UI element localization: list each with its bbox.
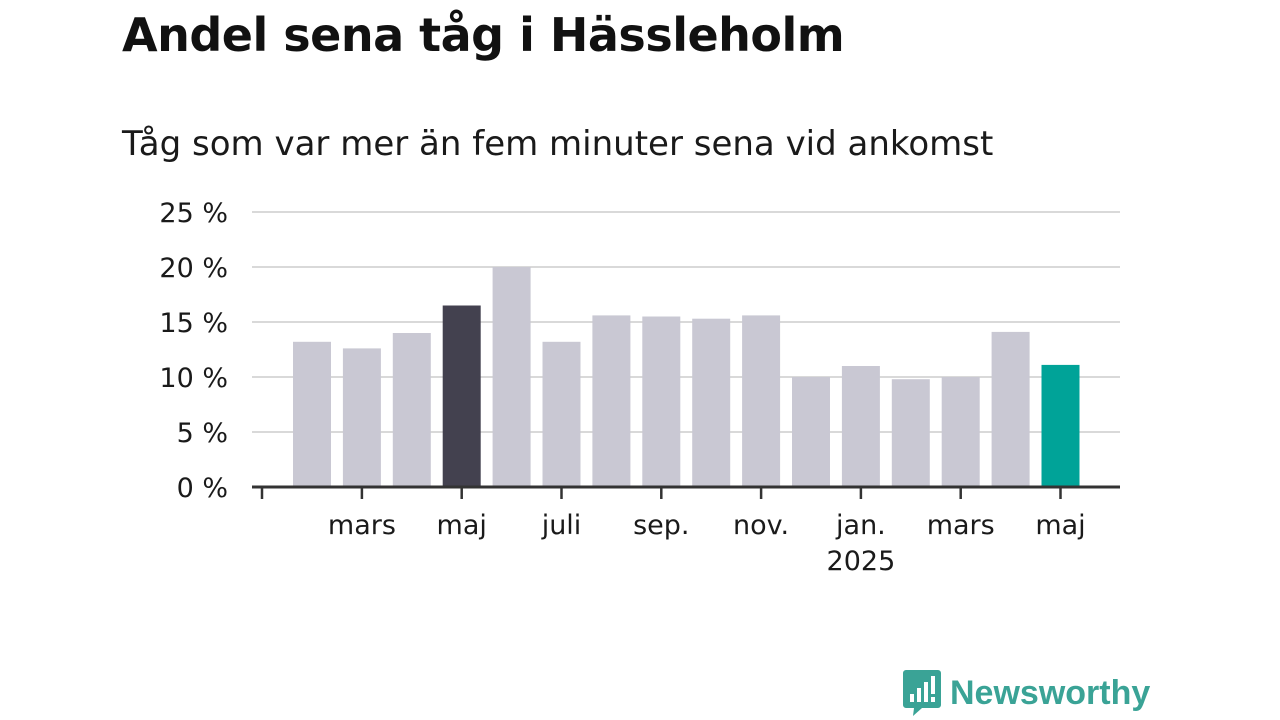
x-tick-label: mars	[927, 510, 995, 541]
y-tick-label: 0 %	[177, 473, 228, 504]
y-tick-label: 20 %	[159, 253, 228, 284]
y-tick-label: 10 %	[159, 363, 228, 394]
x-tick-sublabel: 2025	[827, 546, 896, 577]
y-tick-label: 15 %	[159, 308, 228, 339]
bar	[442, 305, 481, 487]
x-tick-label: mars	[328, 510, 396, 541]
bar	[392, 333, 431, 487]
bar	[642, 316, 681, 487]
x-tick-label: maj	[437, 510, 487, 541]
chart-title: Andel sena tåg i Hässleholm	[122, 8, 845, 62]
bar-chart: 0 % 5 % 10 % 15 % 20 % 25 % mars maj juli sep. nov…	[159, 198, 1120, 577]
bar	[991, 331, 1030, 487]
y-tick-label: 5 %	[177, 418, 228, 449]
bar	[941, 377, 980, 487]
brand-name: Newsworthy	[950, 673, 1151, 712]
y-tick-label: 25 %	[159, 198, 228, 229]
bar	[592, 315, 631, 487]
bar	[792, 377, 830, 487]
x-tick-label: maj	[1035, 510, 1085, 541]
bar	[841, 366, 880, 487]
bar	[692, 318, 731, 487]
bar	[542, 341, 581, 487]
newsworthy-logo: Newsworthy	[902, 668, 1150, 718]
bar	[492, 267, 531, 487]
bar	[293, 341, 331, 487]
x-tick-label: juli	[541, 510, 582, 541]
bar	[891, 379, 930, 487]
chart-subtitle: Tåg som var mer än fem minuter sena vid …	[122, 124, 994, 164]
bar	[342, 348, 381, 487]
x-tick-label: jan.	[835, 510, 886, 541]
x-tick-label: sep.	[633, 510, 689, 541]
x-tick-label: nov.	[733, 510, 789, 541]
chat-bar-chart-icon	[903, 670, 941, 716]
bar	[1041, 364, 1080, 487]
bar	[742, 315, 781, 487]
